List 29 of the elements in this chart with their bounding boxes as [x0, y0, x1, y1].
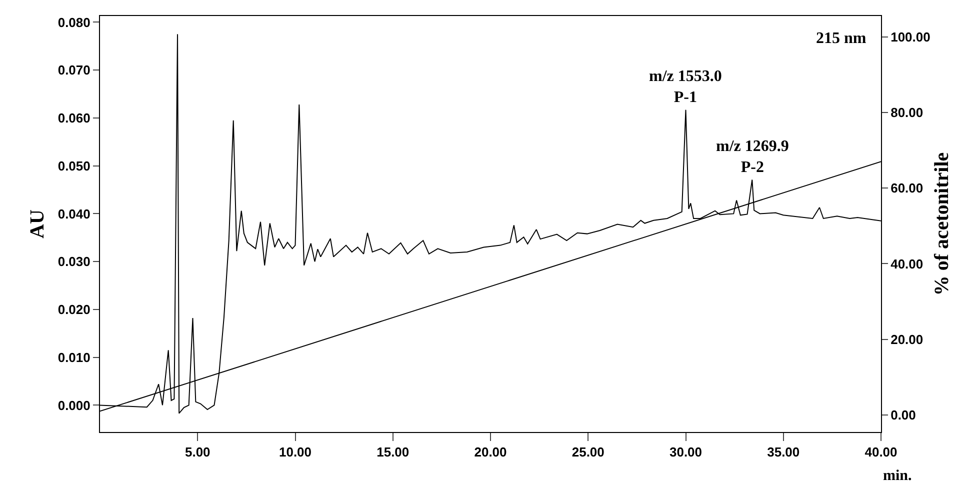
y-axis-title: AU: [26, 210, 48, 238]
y2-tick-label: 60.00: [890, 180, 924, 196]
annotation: m/z 1553.0 P-1: [649, 68, 722, 106]
y-tick-label: 0.050: [58, 158, 90, 174]
y-tick-label: 0.070: [58, 62, 90, 78]
x-tick-label: 10.00: [278, 444, 312, 460]
x-tick-label: 5.00: [184, 444, 210, 460]
y2-tick-label: 40.00: [890, 256, 924, 272]
y-tick-label: 0.080: [58, 14, 90, 30]
x-tick-label: 30.00: [669, 444, 702, 460]
y-tick-label: 0.020: [58, 302, 90, 317]
annotation: m/z 1269.9 P-2: [716, 138, 789, 176]
y2-tick-label: 20.00: [890, 332, 924, 347]
y2-tick-label: 80.00: [890, 104, 924, 120]
x-tick-label: 15.00: [376, 444, 410, 460]
x-axis-title: min.: [883, 468, 912, 484]
y2-axis-title: % of acetonitrile: [930, 152, 953, 296]
x-tick-label: 40.00: [864, 444, 898, 460]
y-tick-label: 0.060: [58, 110, 90, 126]
x-tick-label: 20.00: [474, 444, 507, 460]
annotation: 215 nm: [816, 30, 867, 47]
y-tick-label: 0.040: [58, 206, 90, 222]
y-tick-label: 0.000: [58, 398, 90, 413]
x-tick-label: 35.00: [767, 444, 800, 460]
y2-tick-label: 0.00: [890, 408, 916, 423]
x-tick-label: 25.00: [572, 444, 604, 460]
y-tick-label: 0.010: [58, 350, 90, 365]
y2-tick-label: 100.00: [890, 29, 930, 44]
y-tick-label: 0.030: [58, 254, 90, 270]
